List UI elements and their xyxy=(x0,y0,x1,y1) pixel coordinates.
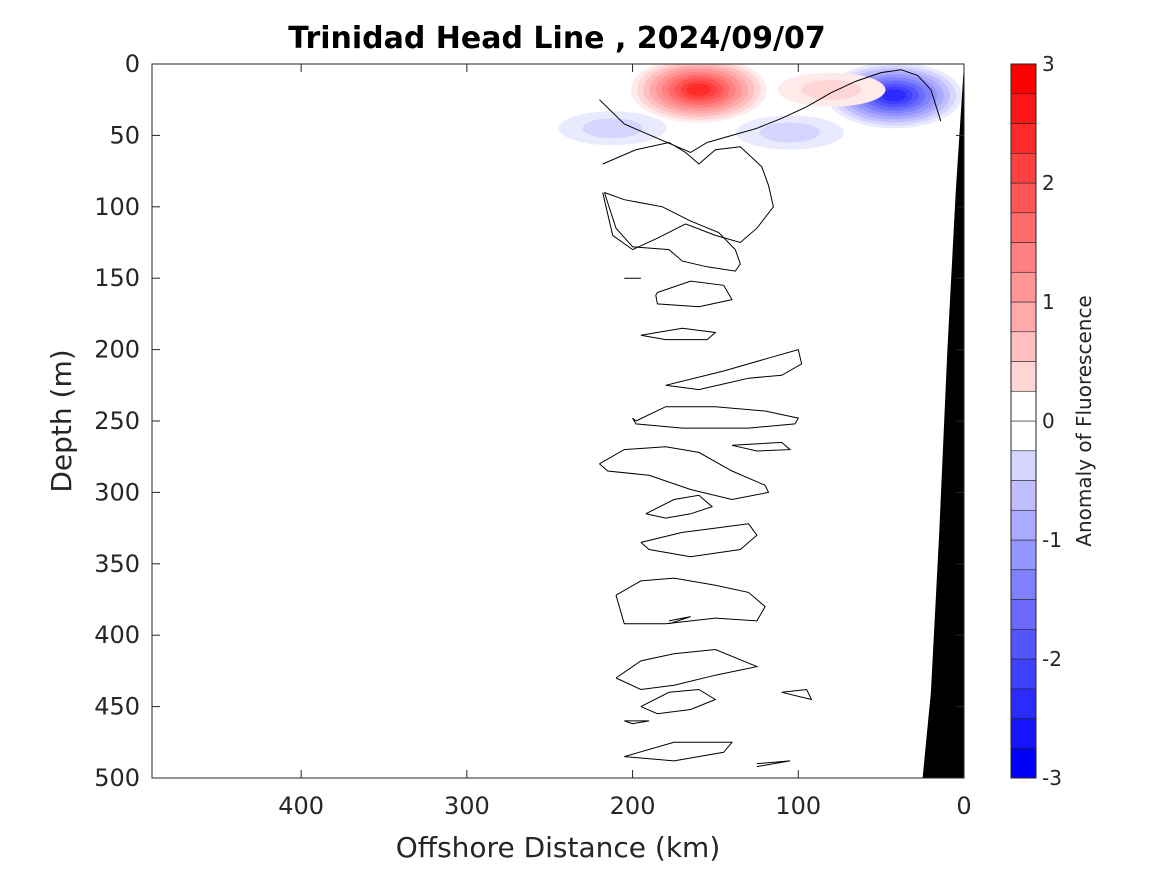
zero-contour-line xyxy=(756,760,791,768)
colorbar-bin xyxy=(1010,242,1037,273)
zero-contour-line xyxy=(632,406,800,429)
y-tick-label: 350 xyxy=(94,550,140,578)
colorbar-tick-label: -2 xyxy=(1042,647,1062,671)
zero-contour-line xyxy=(655,280,733,308)
plot-frame xyxy=(151,63,965,779)
colorbar-bin xyxy=(1010,599,1037,630)
plot-area xyxy=(558,64,964,778)
colorbar-bin xyxy=(1010,212,1037,243)
zero-contour-line xyxy=(615,648,759,691)
chart-title: Trinidad Head Line , 2024/09/07 xyxy=(288,21,825,56)
x-tick-label: 300 xyxy=(444,792,490,820)
y-tick-label: 100 xyxy=(94,193,140,221)
colorbar-bin xyxy=(1010,688,1037,719)
colorbar: 3 2 1 0 -1 -2 -3 xyxy=(1010,52,1062,790)
x-tick-label: 100 xyxy=(775,792,821,820)
colorbar-tick-label: 1 xyxy=(1042,290,1055,314)
zero-contour-line xyxy=(624,720,650,725)
zero-contour-line xyxy=(645,494,714,519)
axes: 400 300 200 100 0 0 50 100 150 200 250 300 350 400 450… xyxy=(94,50,971,820)
colorbar-bin xyxy=(1010,331,1037,362)
colorbar-bin xyxy=(1010,480,1037,511)
y-tick-label: 50 xyxy=(109,121,140,149)
colorbar-bin xyxy=(1010,271,1037,303)
anomaly-high-level xyxy=(801,79,862,100)
x-tick-label: 400 xyxy=(278,792,324,820)
zero-contour-line xyxy=(665,348,803,391)
colorbar-bin xyxy=(1010,509,1037,541)
colorbar-bin xyxy=(1010,152,1037,184)
colorbar-bin xyxy=(1010,93,1037,124)
colorbar-bin xyxy=(1010,63,1037,95)
zero-contour-line xyxy=(602,141,774,251)
x-tick-label: 0 xyxy=(956,792,971,820)
y-tick-label: 400 xyxy=(94,621,140,649)
zero-contour-line xyxy=(731,441,792,452)
colorbar-bin xyxy=(1010,539,1037,571)
colorbar-bin xyxy=(1010,420,1037,452)
colorbar-bin xyxy=(1010,450,1037,481)
colorbar-frame xyxy=(1010,63,1037,779)
y-axis-label: Depth (m) xyxy=(45,349,78,492)
y-tick-label: 250 xyxy=(94,407,140,435)
plot-content xyxy=(558,64,964,778)
colorbar-tick-label: 3 xyxy=(1042,52,1055,76)
colorbar-bin xyxy=(1010,658,1037,690)
anomaly-low-level xyxy=(882,89,907,102)
zero-contour-line xyxy=(599,446,770,501)
colorbar-label: Anomaly of Fluorescence xyxy=(1072,295,1096,546)
y-tick-label: 300 xyxy=(94,478,140,506)
zero-contour-line xyxy=(640,523,758,558)
y-tick-label: 150 xyxy=(94,264,140,292)
colorbar-tick-label: -3 xyxy=(1042,766,1062,790)
zero-contour-line xyxy=(615,577,766,625)
anomaly-low-level xyxy=(760,122,820,143)
colorbar-bin xyxy=(1010,747,1037,779)
bathymetry-seafloor xyxy=(922,64,964,778)
anomaly-low-level xyxy=(582,118,643,139)
colorbar-bin xyxy=(1010,361,1037,392)
anomaly-high-level xyxy=(686,83,712,96)
colorbar-bin xyxy=(1010,182,1037,214)
zero-contour-line xyxy=(640,327,717,341)
colorbar-tick-label: -1 xyxy=(1042,528,1062,552)
colorbar-tick-label: 0 xyxy=(1042,409,1055,433)
x-axis-label: Offshore Distance (km) xyxy=(396,831,721,864)
colorbar-bin xyxy=(1010,628,1037,660)
colorbar-bin xyxy=(1010,569,1037,600)
zero-contour-line xyxy=(668,616,691,625)
zero-contour-line xyxy=(640,688,717,715)
y-tick-label: 500 xyxy=(94,764,140,792)
colorbar-bin xyxy=(1010,718,1037,749)
colorbar-tick-label: 2 xyxy=(1042,171,1055,195)
y-tick-label: 0 xyxy=(125,50,140,78)
colorbar-bin xyxy=(1010,301,1037,333)
colorbar-bin xyxy=(1010,123,1037,154)
colorbar-bin xyxy=(1010,390,1037,422)
zero-contour-line xyxy=(624,741,734,762)
x-tick-label: 200 xyxy=(610,792,656,820)
y-tick-label: 450 xyxy=(94,693,140,721)
y-tick-label: 200 xyxy=(94,336,140,364)
zero-contour-line xyxy=(781,688,813,701)
zero-contour-line xyxy=(603,192,741,272)
